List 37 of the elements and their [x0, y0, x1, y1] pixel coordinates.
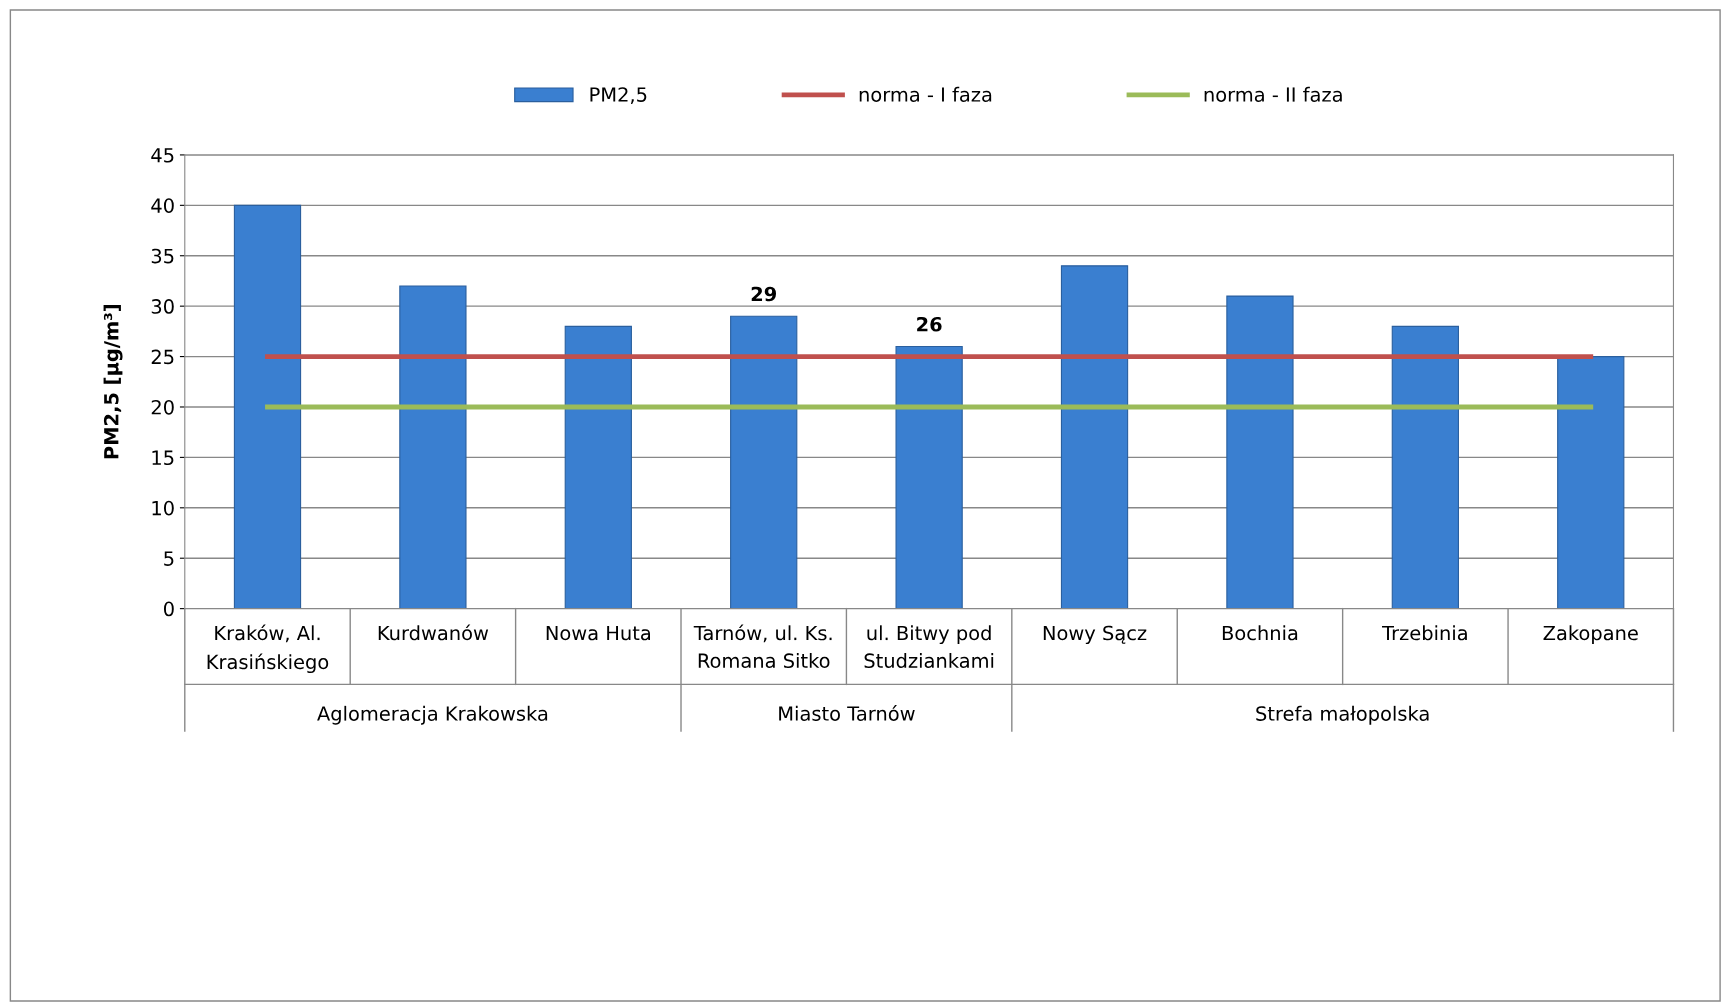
x-tick-label: Kurdwanów: [378, 624, 489, 641]
y-tick-label: 15: [152, 450, 174, 466]
x-tick-label: Tarnów, ul. Ks. Romana Sitko: [693, 624, 832, 669]
x-tick-label: Zakopane: [1543, 625, 1638, 645]
y-tick-label: 45: [151, 148, 174, 163]
bar: [1226, 295, 1294, 609]
y-tick-label: 30: [151, 299, 174, 314]
data-label: 26: [917, 316, 942, 332]
x-tick-label: Nowa Huta: [546, 625, 651, 641]
y-tick-label: 0: [163, 601, 174, 617]
y-tick-label: 40: [151, 198, 174, 213]
y-tick-label: 35: [151, 248, 174, 264]
y-tick-label: 10: [152, 500, 174, 516]
y-axis-title: PM2,5 [µg/m³]: [103, 305, 123, 459]
bar: [1060, 265, 1129, 609]
y-tick-label: 20: [151, 399, 174, 415]
y-tick-label: 5: [164, 551, 174, 566]
bar: [730, 315, 798, 609]
bar: [1557, 356, 1625, 609]
text: Strefa małopolska: [1256, 705, 1429, 725]
x-tick-label: Nowy Sącz: [1043, 625, 1147, 645]
text: Miasto Tarnów: [779, 705, 915, 721]
legend-label: norma - I faza: [859, 86, 992, 102]
legend-label: norma - II faza: [1204, 86, 1342, 102]
y-tick-label: 25: [151, 349, 174, 365]
legend-label: PM2,5: [590, 87, 647, 104]
bar: [399, 285, 467, 609]
bar: [564, 325, 632, 609]
text: Aglomeracja Krakowska: [317, 705, 548, 725]
x-tick-label: Trzebinia: [1382, 625, 1467, 641]
data-label: 29: [751, 286, 776, 302]
x-tick-label: Bochnia: [1222, 625, 1298, 641]
x-tick-label: Kraków, Al. Krasińskiego: [207, 624, 329, 674]
bar: [233, 204, 302, 609]
bar: [895, 345, 963, 609]
x-tick-label: ul. Bitwy pod Studziankami: [864, 625, 994, 669]
bar: [1391, 325, 1459, 609]
